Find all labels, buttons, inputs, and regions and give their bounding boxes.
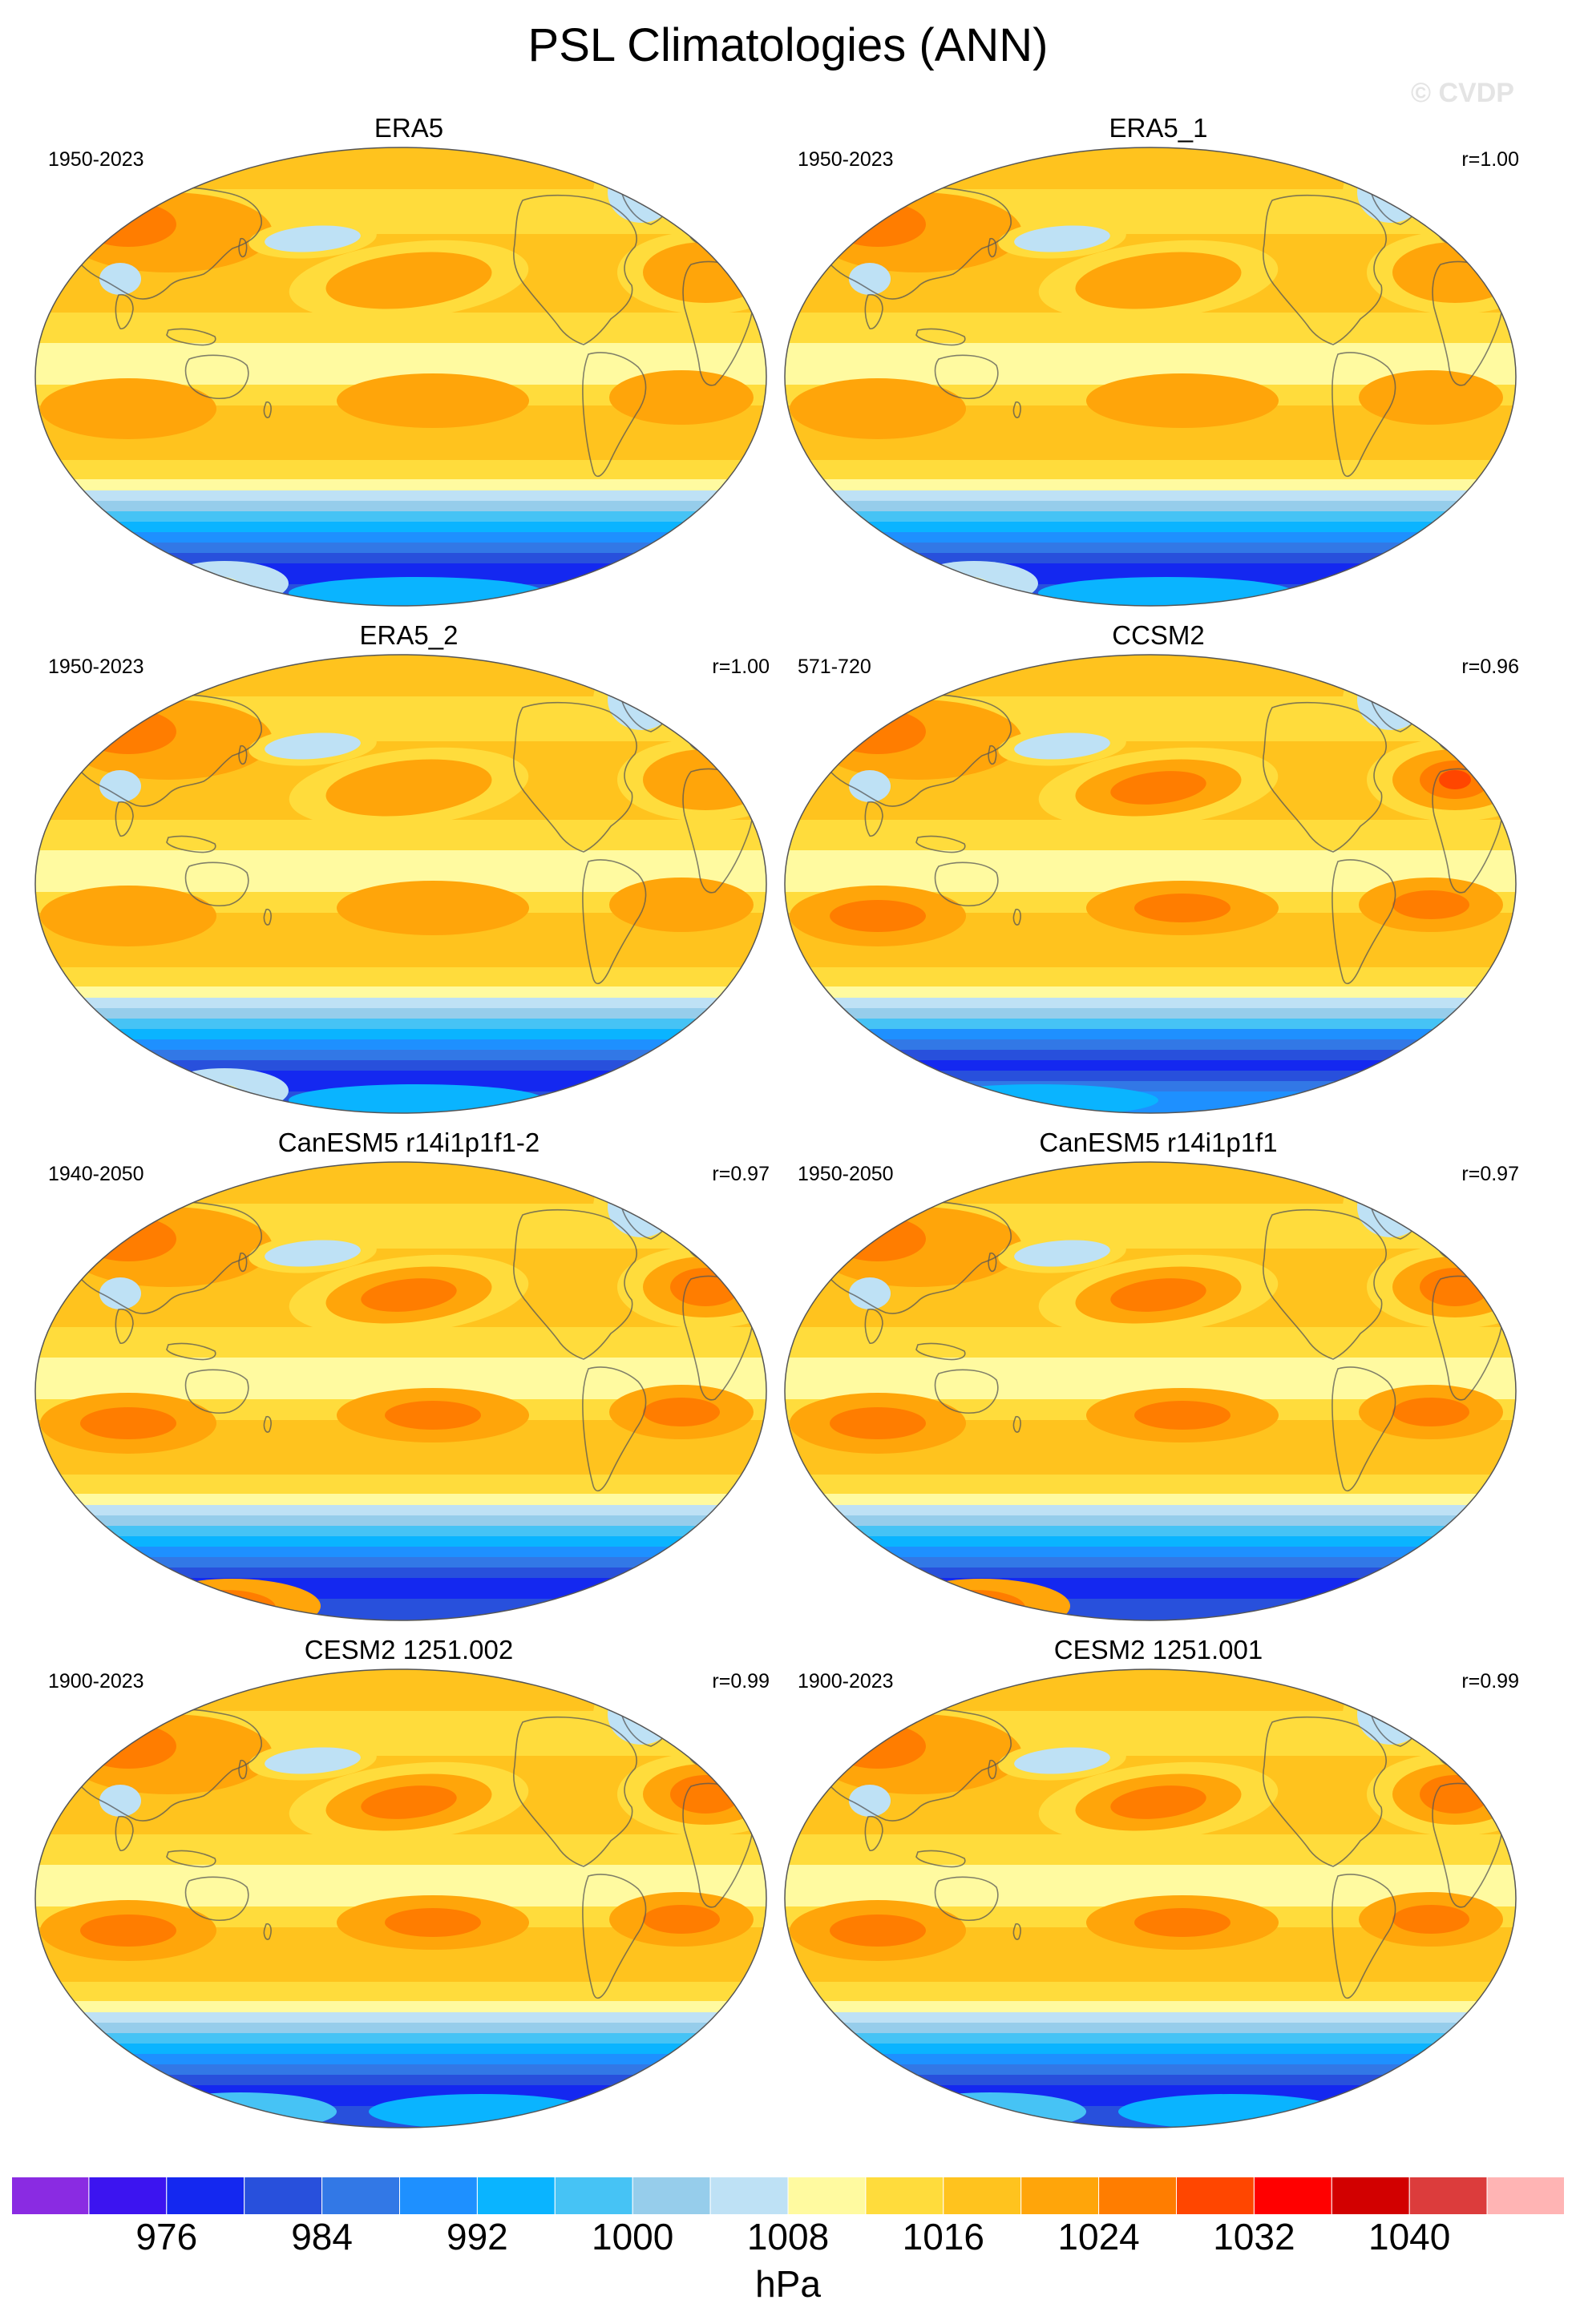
colorbar-tick-label: 1032 bbox=[1213, 2216, 1295, 2257]
watermark: © CVDP bbox=[1411, 78, 1514, 108]
panel-years: 571-720 bbox=[798, 656, 871, 678]
colorbar-swatch bbox=[1331, 2177, 1410, 2215]
colorbar-swatch bbox=[787, 2177, 867, 2215]
map-panel: ERA5_1 1950-2023 r=1.00 bbox=[782, 112, 1535, 609]
colorbar bbox=[11, 2177, 1565, 2215]
psl-map bbox=[784, 654, 1517, 1114]
panel-correlation: r=0.97 bbox=[712, 1163, 770, 1185]
colorbar-tick-label: 992 bbox=[447, 2216, 508, 2257]
colorbar-swatch bbox=[244, 2177, 323, 2215]
panel-title: CanESM5 r14i1p1f1 bbox=[1039, 1128, 1278, 1157]
colorbar-swatch bbox=[166, 2177, 245, 2215]
psl-map bbox=[34, 1161, 767, 1621]
colorbar-swatch bbox=[476, 2177, 556, 2215]
colorbar-swatch bbox=[1486, 2177, 1565, 2215]
colorbar-swatch bbox=[88, 2177, 168, 2215]
map-panel: CanESM5 r14i1p1f1 1950-2050 r=0.97 bbox=[782, 1127, 1535, 1624]
colorbar-swatch bbox=[632, 2177, 711, 2215]
colorbar-tick-label: 984 bbox=[291, 2216, 353, 2257]
colorbar-swatch bbox=[554, 2177, 633, 2215]
psl-map bbox=[784, 1668, 1517, 2128]
panel-years: 1900-2023 bbox=[48, 1670, 144, 1693]
colorbar-swatch bbox=[1253, 2177, 1332, 2215]
map-panel: CESM2 1251.002 1900-2023 r=0.99 bbox=[32, 1634, 786, 2131]
colorbar-tick-label: 1040 bbox=[1368, 2216, 1451, 2257]
colorbar-swatch bbox=[943, 2177, 1022, 2215]
panel-years: 1940-2050 bbox=[48, 1163, 144, 1185]
figure-title: PSL Climatologies (ANN) bbox=[527, 19, 1049, 71]
psl-map bbox=[34, 1668, 767, 2128]
panel-title: CESM2 1251.001 bbox=[1053, 1635, 1263, 1664]
map-panel: CESM2 1251.001 1900-2023 r=0.99 bbox=[782, 1634, 1535, 2131]
map-panel: ERA5 1950-2023 bbox=[32, 112, 786, 609]
panel-title: CCSM2 bbox=[1112, 620, 1205, 650]
map-panel: CanESM5 r14i1p1f1-2 1940-2050 r=0.97 bbox=[32, 1127, 786, 1624]
psl-map bbox=[784, 147, 1517, 607]
panel-years: 1900-2023 bbox=[798, 1670, 894, 1693]
panel-correlation: r=1.00 bbox=[712, 656, 770, 678]
colorbar-swatch bbox=[865, 2177, 944, 2215]
colorbar-swatch bbox=[1098, 2177, 1177, 2215]
panel-title: CanESM5 r14i1p1f1-2 bbox=[277, 1128, 540, 1157]
colorbar-swatch bbox=[11, 2177, 90, 2215]
colorbar-tick-label: 1024 bbox=[1057, 2216, 1140, 2257]
panel-title: ERA5_1 bbox=[1109, 113, 1208, 143]
panel-correlation: r=0.99 bbox=[1461, 1670, 1519, 1693]
colorbar-tick-label: 1016 bbox=[902, 2216, 984, 2257]
colorbar-units: hPa bbox=[755, 2263, 821, 2305]
psl-map bbox=[34, 147, 767, 607]
psl-map bbox=[34, 654, 767, 1114]
panel-years: 1950-2023 bbox=[48, 148, 144, 171]
panel-correlation: r=1.00 bbox=[1461, 148, 1519, 171]
colorbar-swatch bbox=[1408, 2177, 1488, 2215]
panel-correlation: r=0.99 bbox=[712, 1670, 770, 1693]
panel-years: 1950-2023 bbox=[798, 148, 894, 171]
colorbar-swatch bbox=[1020, 2177, 1100, 2215]
colorbar-swatch bbox=[399, 2177, 478, 2215]
panel-correlation: r=0.96 bbox=[1461, 656, 1519, 678]
psl-map bbox=[784, 1161, 1517, 1621]
map-panel: CCSM2 571-720 r=0.96 bbox=[782, 619, 1535, 1116]
colorbar-tick-label: 1000 bbox=[592, 2216, 674, 2257]
colorbar-tick-label: 976 bbox=[135, 2216, 198, 2257]
colorbar-swatch bbox=[321, 2177, 401, 2215]
colorbar-swatch bbox=[1176, 2177, 1255, 2215]
colorbar-tick-label: 1008 bbox=[746, 2216, 830, 2257]
panel-title: ERA5_2 bbox=[359, 620, 459, 650]
panel-years: 1950-2023 bbox=[48, 656, 144, 678]
panel-correlation: r=0.97 bbox=[1461, 1163, 1519, 1185]
map-panel: ERA5_2 1950-2023 r=1.00 bbox=[32, 619, 786, 1116]
panel-title: ERA5 bbox=[374, 113, 444, 143]
panel-years: 1950-2050 bbox=[798, 1163, 894, 1185]
panel-title: CESM2 1251.002 bbox=[304, 1635, 514, 1664]
colorbar-swatch bbox=[709, 2177, 789, 2215]
